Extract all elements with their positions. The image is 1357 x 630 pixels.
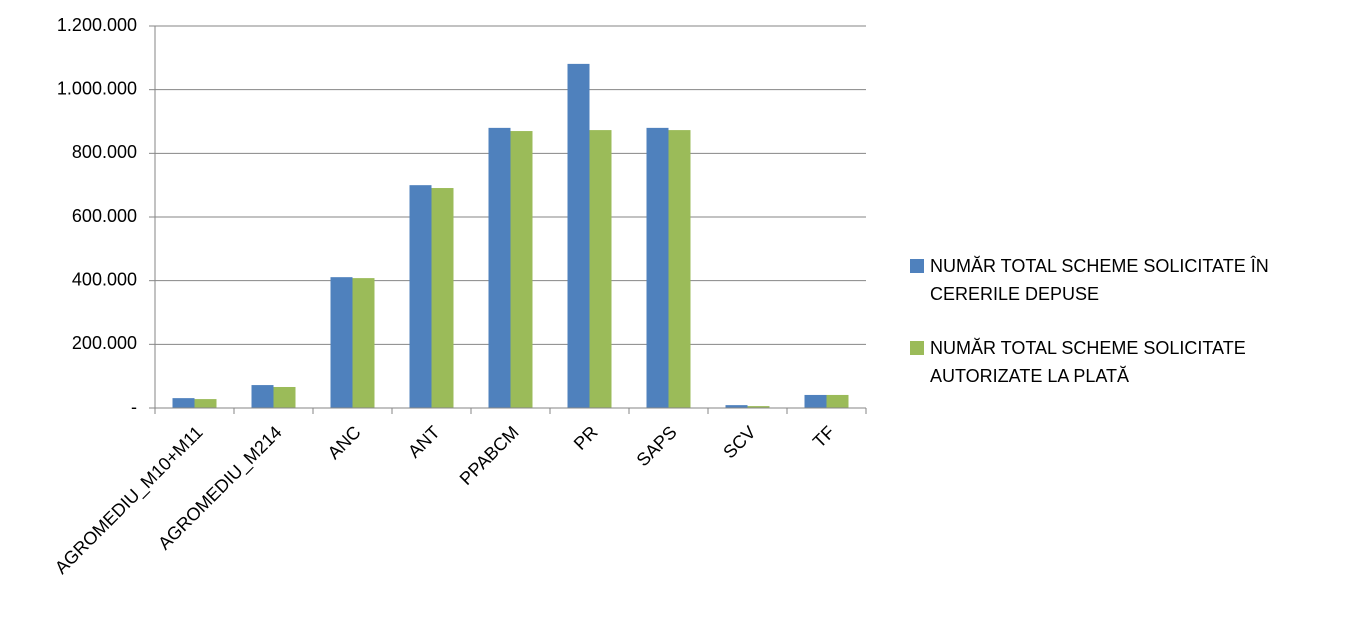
bar — [725, 405, 748, 408]
bar — [409, 185, 432, 408]
bar — [567, 63, 590, 409]
legend-item: NUMĂR TOTAL SCHEME SOLICITATE ÎN CERERIL… — [910, 252, 1357, 308]
legend-label: NUMĂR TOTAL SCHEME SOLICITATE ÎN CERERIL… — [930, 256, 1269, 304]
x-tick-label: PPABCM — [456, 422, 523, 489]
bar — [251, 385, 274, 408]
y-tick-label: 1.200.000 — [57, 15, 137, 35]
x-tick-label: SCV — [719, 422, 759, 462]
bar — [804, 394, 827, 408]
x-tick-label: ANC — [324, 422, 365, 463]
bar — [510, 131, 533, 409]
y-tick-label: 400.000 — [72, 269, 137, 289]
bar — [273, 386, 296, 408]
bar — [330, 277, 353, 408]
x-tick-label: PR — [570, 422, 602, 454]
y-tick-label: 800.000 — [72, 142, 137, 162]
bar — [668, 130, 691, 408]
bar — [352, 278, 375, 408]
bar — [589, 130, 612, 408]
legend-swatch — [910, 259, 924, 273]
x-tick-label: SAPS — [633, 422, 681, 470]
bar — [646, 127, 669, 408]
bar — [194, 399, 217, 408]
legend-label: NUMĂR TOTAL SCHEME SOLICITATE AUTORIZATE… — [930, 338, 1246, 386]
y-tick-label: - — [131, 397, 137, 417]
y-tick-label: 1.000.000 — [57, 78, 137, 98]
x-tick-label: AGROMEDIU_M10+M11 — [51, 422, 207, 578]
x-tick-label: TF — [809, 422, 839, 452]
x-tick-label: ANT — [404, 422, 444, 462]
y-tick-label: 600.000 — [72, 206, 137, 226]
y-tick-label: 200.000 — [72, 333, 137, 353]
bar — [747, 406, 770, 408]
bar — [172, 398, 195, 408]
legend-swatch — [910, 341, 924, 355]
bar — [488, 127, 511, 408]
legend-item: NUMĂR TOTAL SCHEME SOLICITATE AUTORIZATE… — [910, 334, 1357, 390]
bar — [826, 394, 849, 408]
bar — [431, 188, 454, 408]
